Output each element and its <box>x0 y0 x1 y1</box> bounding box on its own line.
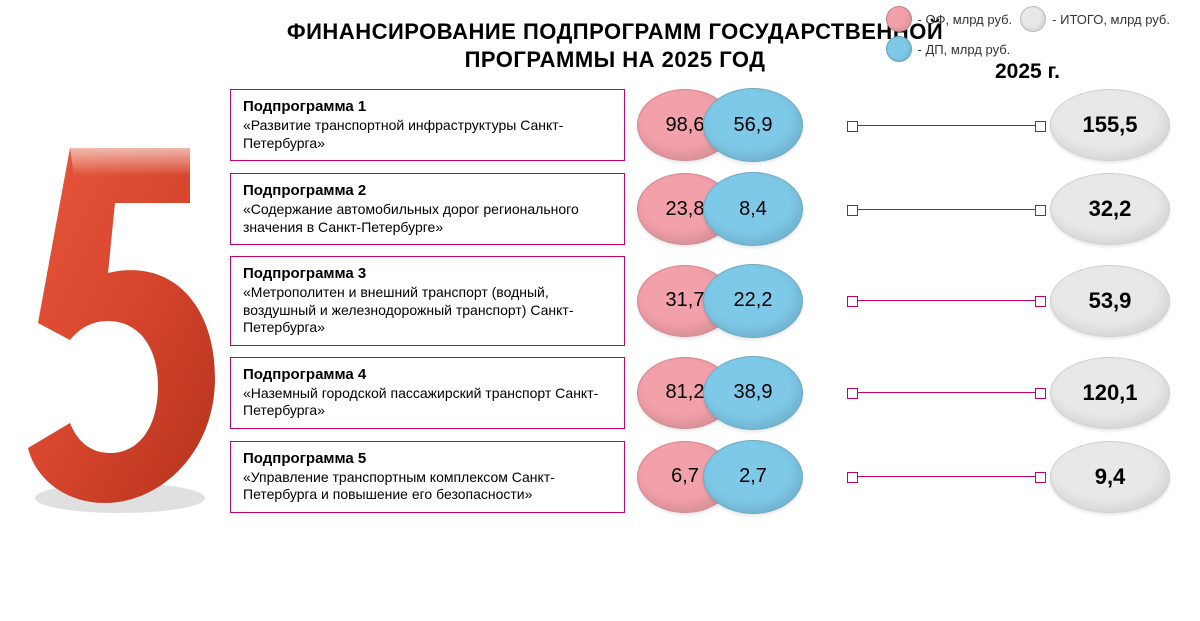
program-desc: «Метрополитен и внешний транспорт (водны… <box>243 284 612 337</box>
dp-bubble: 38,9 <box>703 356 803 430</box>
total-bubble: 120,1 <box>1050 357 1170 429</box>
connector-line <box>851 392 1042 393</box>
program-textbox: Подпрограмма 1 «Развитие транспортной инф… <box>230 89 625 161</box>
connector-line <box>851 476 1042 477</box>
legend-dot-dp <box>886 36 912 62</box>
title-line2: ПРОГРАММЫ НА 2025 ГОД <box>465 47 766 72</box>
total-bubble: 9,4 <box>1050 441 1170 513</box>
legend: - ОФ, млрд руб. - ИТОГО, млрд руб. - ДП,… <box>886 6 1170 62</box>
legend-dot-of <box>886 6 912 32</box>
total-bubble: 155,5 <box>1050 89 1170 161</box>
program-row: Подпрограмма 4 «Наземный городской пассаж… <box>230 356 1170 430</box>
dp-bubble: 2,7 <box>703 440 803 514</box>
program-textbox: Подпрограмма 5 «Управление транспортным к… <box>230 441 625 513</box>
dp-bubble: 22,2 <box>703 264 803 338</box>
program-textbox: Подпрограмма 3 «Метрополитен и внешний тр… <box>230 256 625 346</box>
legend-of-label: - ОФ, млрд руб. <box>918 12 1013 27</box>
legend-of: - ОФ, млрд руб. <box>886 6 1013 32</box>
bubble-group: 31,722,2 <box>637 264 847 338</box>
program-name: Подпрограмма 1 <box>243 98 612 115</box>
title-line1: ФИНАНСИРОВАНИЕ ПОДПРОГРАММ ГОСУДАРСТВЕНН… <box>287 19 943 44</box>
program-row: Подпрограмма 2 «Содержание автомобильных … <box>230 172 1170 246</box>
legend-total-label: - ИТОГО, млрд руб. <box>1052 12 1170 27</box>
program-desc: «Наземный городской пассажирский транспо… <box>243 385 612 420</box>
connector-line <box>851 125 1042 126</box>
connector-line <box>851 300 1042 301</box>
program-name: Подпрограмма 4 <box>243 366 612 383</box>
total-bubble: 53,9 <box>1050 265 1170 337</box>
program-name: Подпрограмма 3 <box>243 265 612 282</box>
total-bubble: 32,2 <box>1050 173 1170 245</box>
connector-line <box>851 209 1042 210</box>
program-textbox: Подпрограмма 4 «Наземный городской пассаж… <box>230 357 625 429</box>
big-five-icon <box>20 128 220 518</box>
legend-dp: - ДП, млрд руб. <box>886 36 1013 62</box>
bubble-group: 23,88,4 <box>637 172 847 246</box>
bubble-group: 98,656,9 <box>637 88 847 162</box>
dp-bubble: 8,4 <box>703 172 803 246</box>
program-desc: «Развитие транспортной инфраструктуры Са… <box>243 117 612 152</box>
dp-bubble: 56,9 <box>703 88 803 162</box>
legend-dp-label: - ДП, млрд руб. <box>918 42 1011 57</box>
program-desc: «Управление транспортным комплексом Санк… <box>243 469 612 504</box>
program-row: Подпрограмма 3 «Метрополитен и внешний тр… <box>230 256 1170 346</box>
bubble-group: 81,238,9 <box>637 356 847 430</box>
legend-total: - ИТОГО, млрд руб. <box>1020 6 1170 32</box>
program-name: Подпрограмма 5 <box>243 450 612 467</box>
program-row: Подпрограмма 1 «Развитие транспортной инф… <box>230 88 1170 162</box>
year-label: 2025 г. <box>995 60 1060 84</box>
program-desc: «Содержание автомобильных дорог регионал… <box>243 201 612 236</box>
legend-dot-total <box>1020 6 1046 32</box>
program-textbox: Подпрограмма 2 «Содержание автомобильных … <box>230 173 625 245</box>
program-row: Подпрограмма 5 «Управление транспортным к… <box>230 440 1170 514</box>
program-name: Подпрограмма 2 <box>243 182 612 199</box>
bubble-group: 6,72,7 <box>637 440 847 514</box>
rows-container: Подпрограмма 1 «Развитие транспортной инф… <box>230 88 1170 514</box>
